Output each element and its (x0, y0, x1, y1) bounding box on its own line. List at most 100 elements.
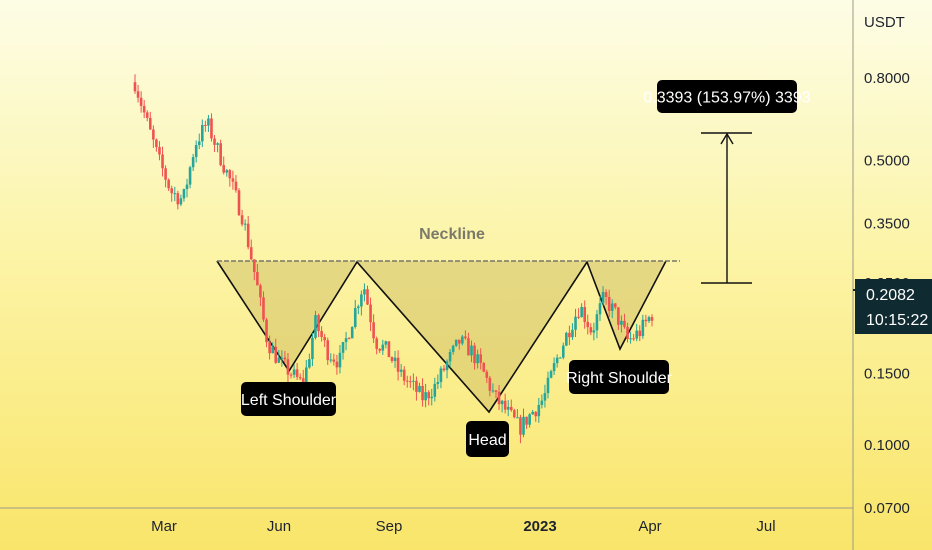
candle-body (292, 369, 296, 375)
candle-body (237, 190, 241, 216)
candle-body (583, 306, 586, 322)
candle-body (219, 143, 222, 166)
candle-body (451, 345, 455, 352)
candle-body (415, 380, 418, 392)
candle-body (329, 359, 333, 361)
candle-body (317, 315, 320, 332)
candle-body (503, 400, 507, 410)
candle-body (179, 198, 183, 205)
candle-body (454, 339, 458, 346)
candle-body (363, 289, 366, 295)
y-tick-label: 0.8000 (864, 70, 910, 87)
candle-body (326, 340, 330, 361)
candle-body (314, 315, 317, 338)
y-axis-unit-label: USDT (864, 14, 905, 31)
candle-body (497, 391, 501, 405)
candle-body (265, 319, 268, 343)
y-tick-label: 0.0700 (864, 500, 910, 517)
candle-body (595, 314, 599, 331)
candle-body (283, 357, 287, 360)
candle-body (155, 139, 158, 148)
candle-body (540, 400, 544, 405)
right-shoulder-label: Right Shoulder (566, 370, 673, 387)
right-shoulder-label-box (569, 360, 669, 394)
candle-body (139, 97, 143, 106)
candle-body (201, 124, 204, 142)
candle-body (513, 410, 516, 418)
candle-body (405, 380, 409, 382)
candle-body (568, 332, 571, 338)
candle-body (286, 359, 290, 375)
candle-body (641, 319, 645, 337)
x-tick-label: Jun (267, 518, 291, 535)
y-tick-label: 0.5000 (864, 153, 910, 170)
candle-body (610, 303, 614, 311)
candle-body (387, 341, 391, 358)
candle-body (204, 124, 207, 126)
candle-body (601, 292, 605, 304)
candle-body (161, 154, 164, 169)
candle-body (341, 342, 345, 353)
candle-body (234, 181, 238, 191)
candle-body (396, 357, 400, 372)
candle-body (256, 271, 259, 286)
candle-body (543, 393, 547, 401)
candle-body (626, 326, 629, 340)
candle-body (188, 167, 192, 185)
candle-body (509, 406, 513, 411)
candle-body (617, 307, 620, 325)
candle-body (485, 371, 489, 378)
candle-body (571, 329, 574, 338)
candle-body (565, 332, 568, 346)
candle-body (353, 308, 357, 327)
candle-body (268, 342, 271, 354)
candle-body (427, 392, 430, 399)
neckline-label: Neckline (419, 226, 485, 243)
candle-body (491, 390, 495, 392)
candle-body (194, 145, 198, 158)
candle-body (225, 170, 229, 173)
candle-body (332, 359, 336, 362)
candle-body (439, 368, 443, 382)
candle-body (421, 385, 424, 401)
candle-body (531, 411, 534, 415)
candle-body (549, 371, 553, 378)
current-price-value: 0.2082 (866, 287, 915, 304)
candle-body (240, 215, 244, 225)
candle-body (644, 319, 648, 322)
candle-body (176, 193, 180, 205)
candle-body (305, 367, 308, 389)
candle-body (274, 346, 278, 363)
candle-body (476, 354, 479, 364)
candle-body (158, 147, 161, 155)
candle-body (185, 184, 189, 190)
candle-body (620, 320, 623, 325)
candle-body (369, 304, 372, 323)
candle-body (629, 338, 632, 340)
candle-body (298, 377, 302, 379)
candle-body (231, 178, 235, 182)
candle-body (442, 368, 446, 371)
candle-body (390, 357, 394, 361)
y-tick-label: 0.1500 (864, 365, 910, 382)
candle-body (222, 165, 226, 173)
candle-body (436, 381, 440, 384)
pattern-fill (217, 261, 666, 412)
candle-body (148, 117, 152, 130)
candle-body (133, 82, 137, 92)
candle-body (210, 118, 213, 139)
candle-body (384, 341, 388, 345)
candle-body (519, 417, 522, 435)
target-arrow-head (720, 132, 734, 145)
left-shoulder-label: Left Shoulder (241, 392, 337, 409)
candle-body (228, 170, 232, 179)
candle-body (280, 357, 284, 359)
candle-body (142, 105, 146, 113)
candle-body (145, 112, 149, 118)
candle-body (323, 337, 326, 341)
candle-body (592, 330, 596, 333)
candle-body (182, 189, 186, 199)
x-tick-label: Mar (151, 518, 177, 535)
candle-body (393, 357, 397, 361)
